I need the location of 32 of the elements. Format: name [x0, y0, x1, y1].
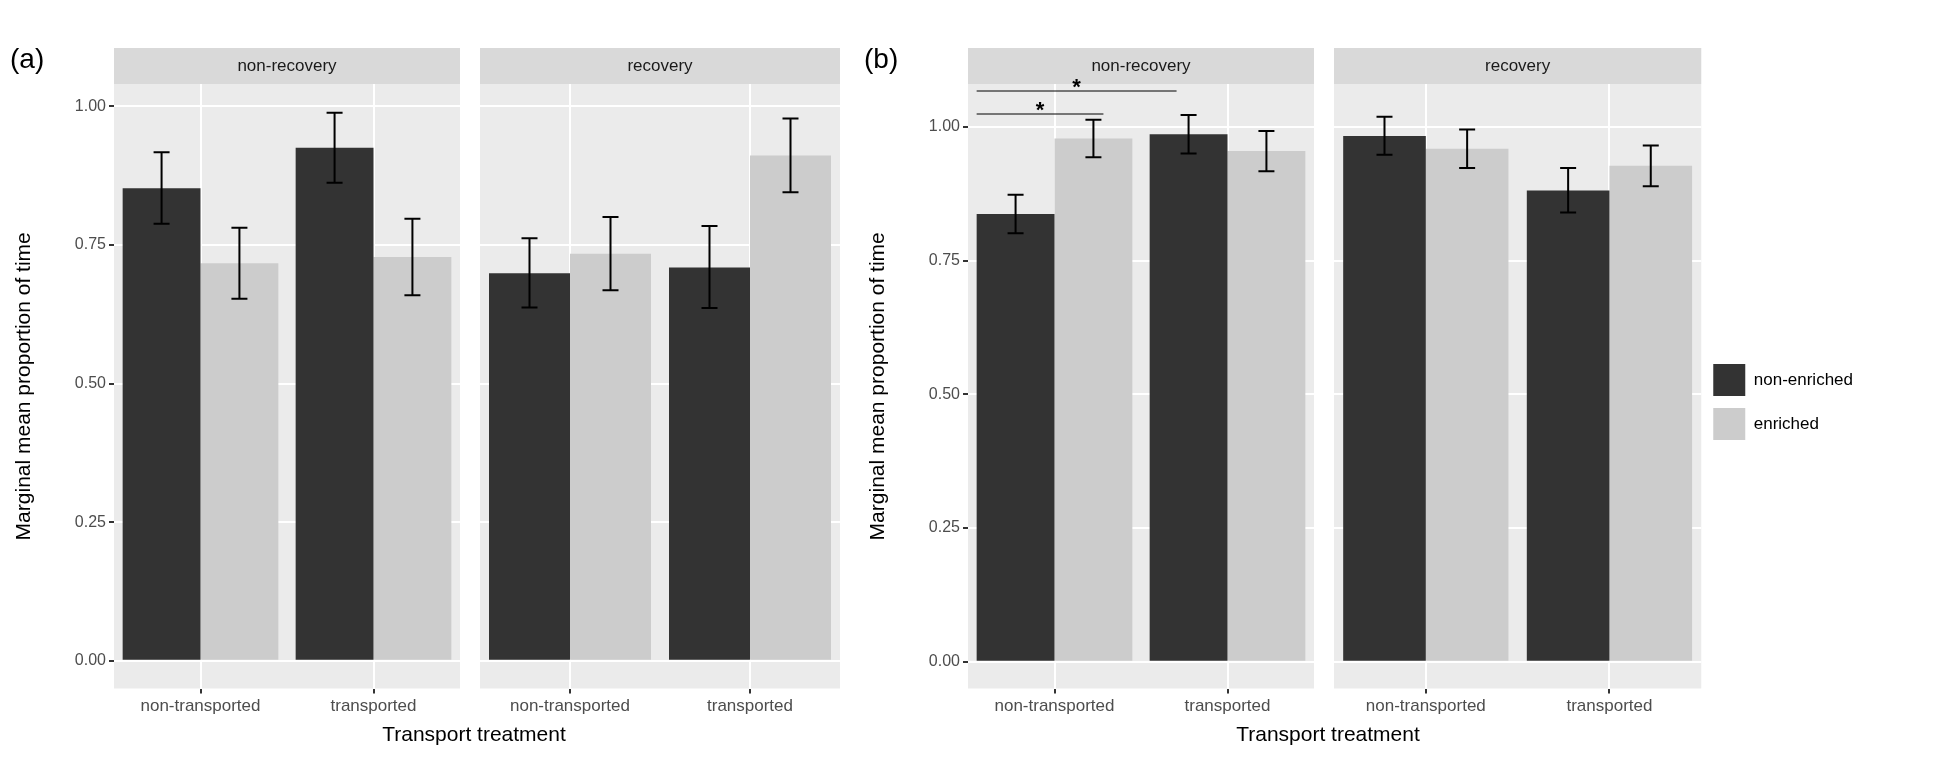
- y-tick-label: 0.50: [74, 373, 107, 391]
- chart-title: non-recovery: [1091, 55, 1192, 75]
- x-tick-label: non-transported: [1365, 696, 1486, 716]
- x-axis-title: Transport treatment: [381, 722, 567, 746]
- legend-label: enriched: [1753, 413, 1819, 433]
- y-tick-label: 1.00: [928, 117, 961, 135]
- x-axis-title: Transport treatment: [1235, 722, 1421, 746]
- text: (a): [10, 42, 45, 74]
- y-tick-label: 0.00: [74, 651, 107, 669]
- x-tick-label: non-transported: [994, 696, 1115, 716]
- text: (b): [864, 42, 899, 74]
- x-tick-label: transported: [330, 696, 417, 716]
- y-tick-label: 0.75: [928, 250, 961, 268]
- y-tick-label: 1.00: [74, 96, 107, 114]
- chart-title: recovery: [1485, 55, 1551, 75]
- y-axis-title: Marginal mean proportion of time: [865, 232, 889, 541]
- x-tick-label: transported: [1566, 696, 1653, 716]
- y-axis-title: Marginal mean proportion of time: [11, 232, 35, 541]
- y-tick-label: 0.25: [74, 512, 107, 530]
- x-tick-label: non-transported: [140, 696, 261, 716]
- y-tick-label: 0.00: [928, 652, 961, 670]
- chart-title: non-recovery: [237, 55, 338, 75]
- legend-label: non-enriched: [1753, 369, 1854, 389]
- x-tick-label: non-transported: [509, 696, 631, 716]
- chart-title: recovery: [627, 55, 694, 75]
- annotation: *: [1035, 97, 1045, 122]
- y-tick-label: 0.75: [74, 235, 107, 253]
- y-tick-label: 0.50: [928, 384, 961, 402]
- x-tick-label: transported: [1184, 696, 1271, 716]
- x-tick-label: transported: [707, 696, 793, 716]
- y-tick-label: 0.25: [928, 518, 961, 536]
- annotation: *: [1072, 74, 1082, 99]
